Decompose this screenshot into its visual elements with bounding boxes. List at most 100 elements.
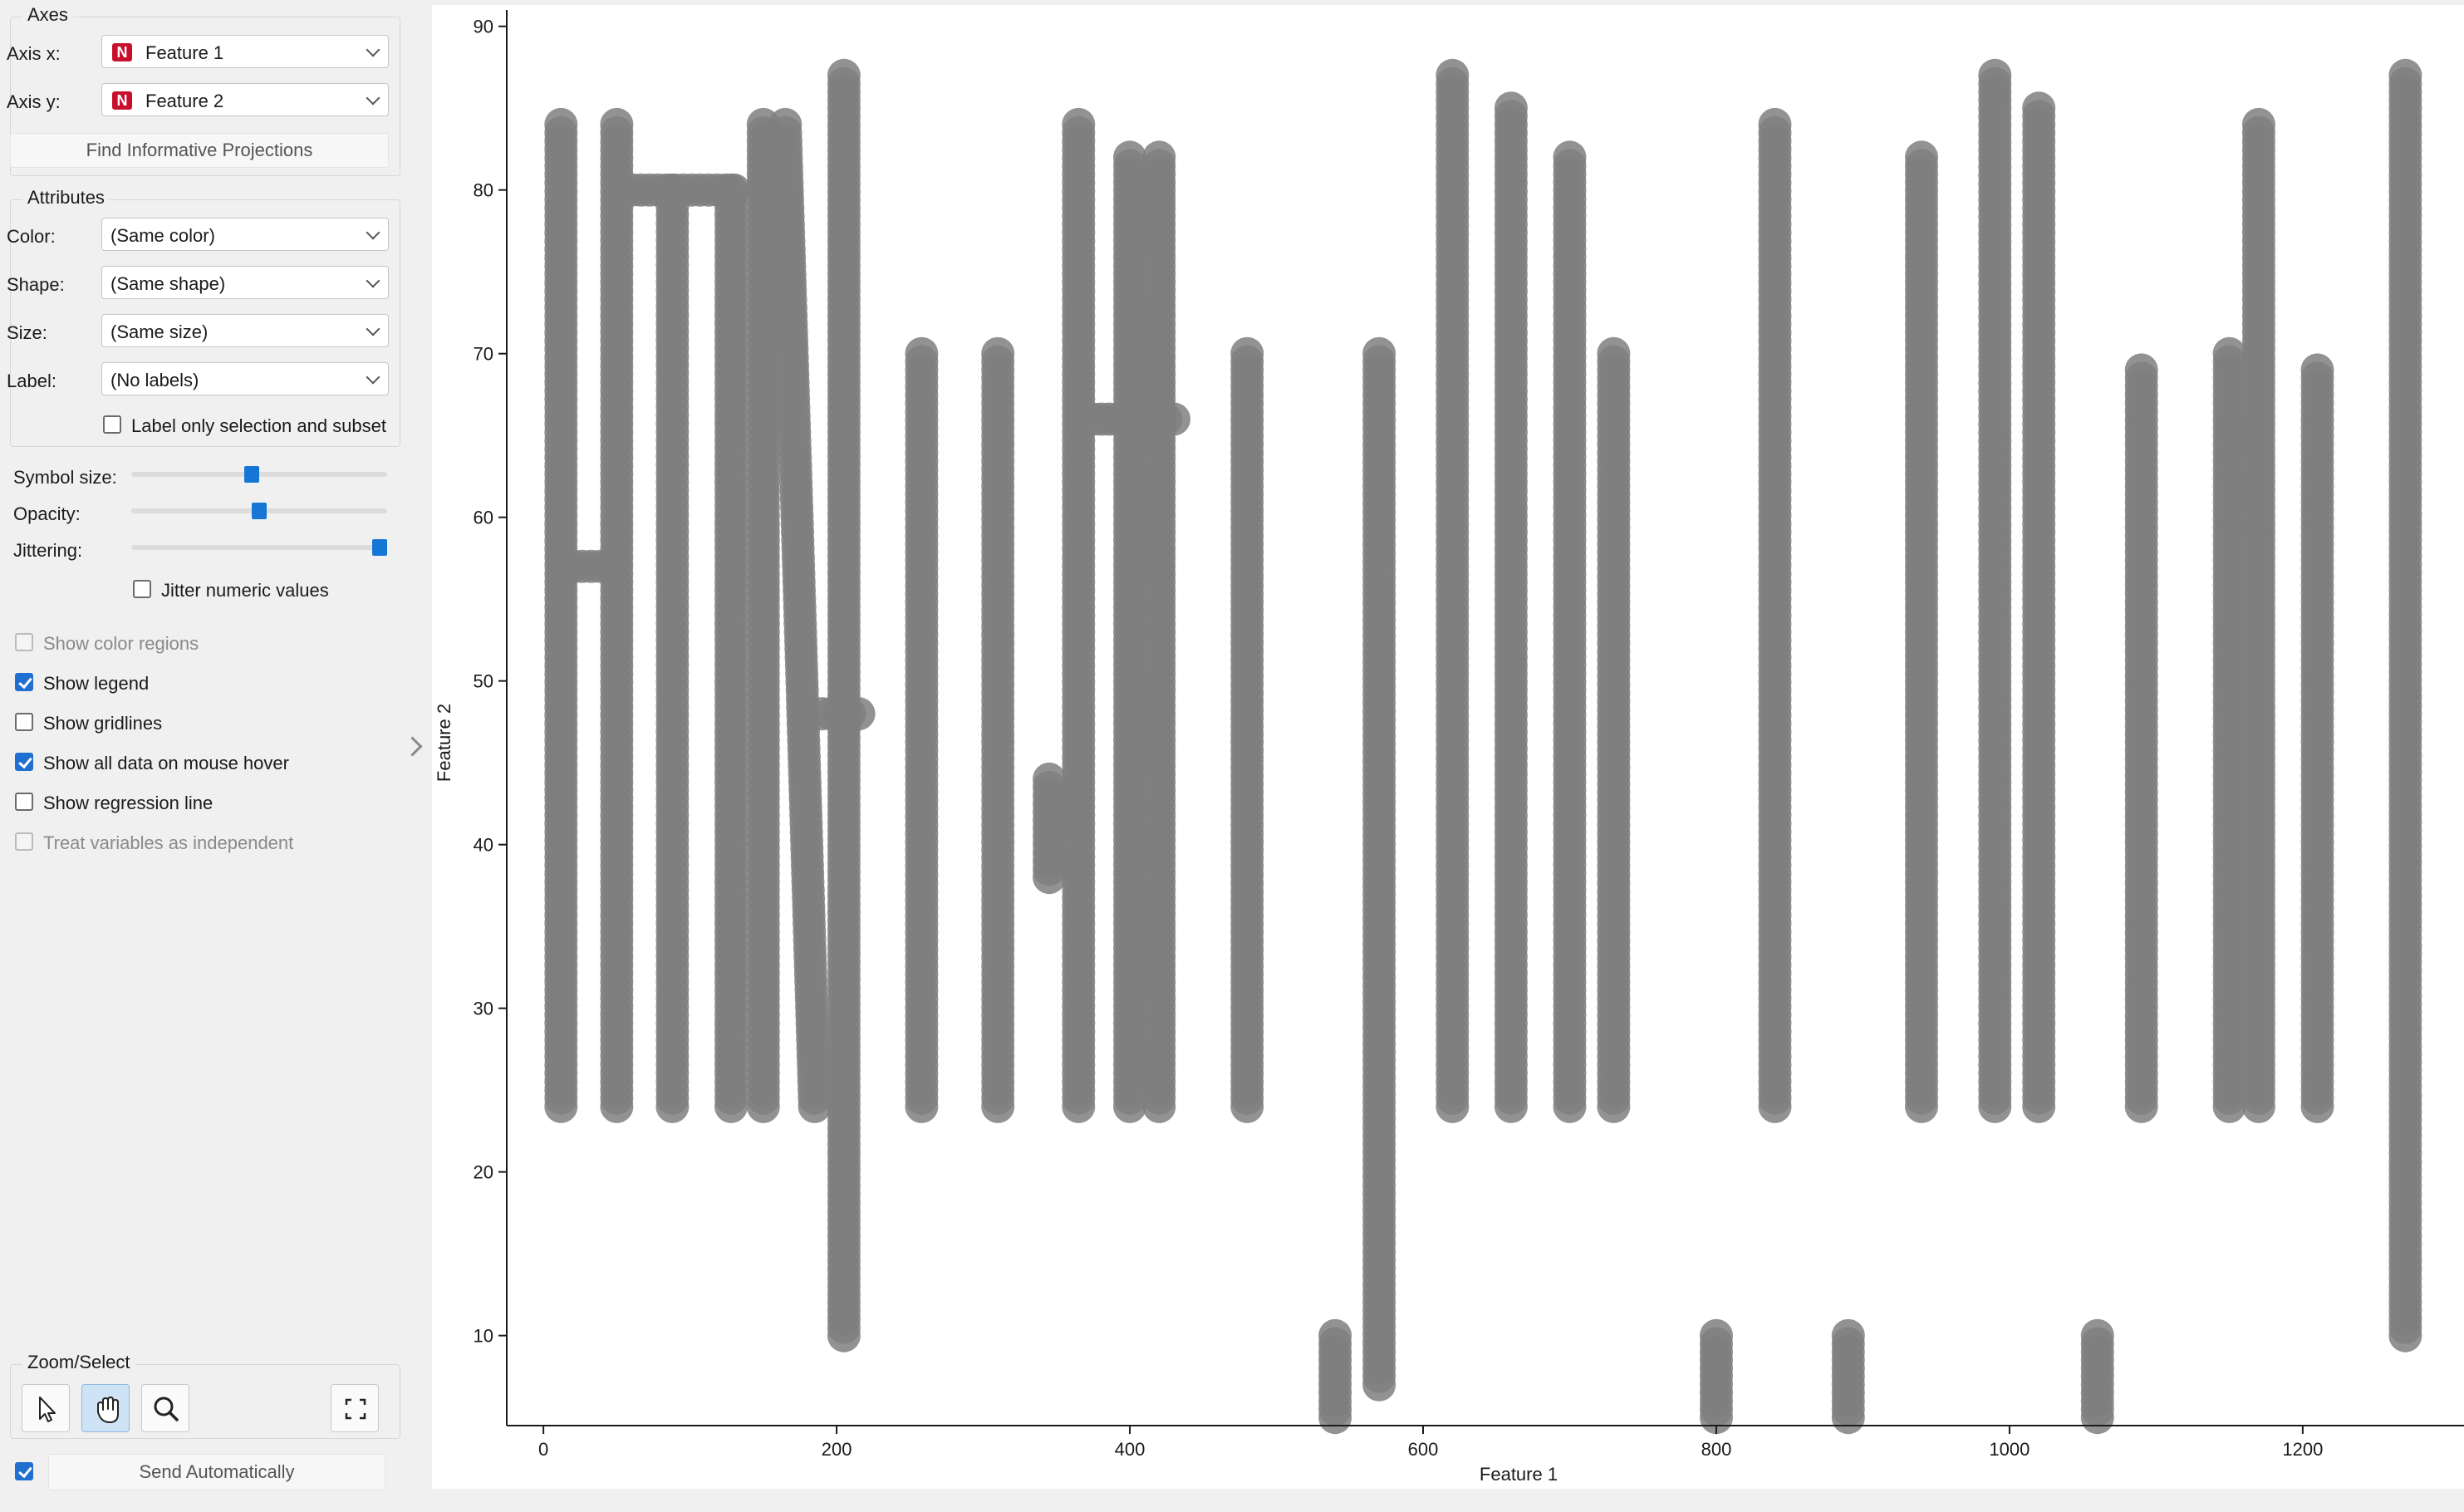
jittering-track[interactable] [131,545,387,550]
axis-y-label: Axis y: [7,91,61,112]
scatter-point [798,1089,832,1123]
y-tick-label: 70 [474,344,493,365]
scatter-point [1230,336,1264,371]
y-tick-label: 10 [474,1326,493,1347]
y-tick-label: 60 [474,508,493,528]
jitter-numeric-label: Jitter numeric values [161,580,329,601]
scatter-point [981,336,1015,371]
scatter-point [827,58,861,92]
color-label: Color: [7,226,56,247]
opacity-slider-handle[interactable] [252,503,267,519]
show-regression-line-label: Show regression line [43,793,214,813]
numeric-variable-icon: N [112,43,132,61]
scatter-plot-area[interactable]: 0 200 400 600 800 1000 1200 10 20 30 40 50 60 70 80 90 F… [432,5,2464,1489]
show-color-regions-checkbox [15,633,33,651]
shape-label: Shape: [7,274,65,295]
chevron-down-icon [366,273,380,288]
color-value: (Same color) [110,225,215,246]
scatter-point [1978,58,2012,92]
pointer-select-tool[interactable] [22,1384,70,1432]
scatter-point [714,173,748,207]
magnifier-icon [154,1397,179,1421]
label-value: (No labels) [110,370,199,390]
y-tick-label: 50 [474,671,493,692]
symbol-size-slider-handle[interactable] [244,466,260,483]
show-color-regions-label: Show color regions [43,633,199,654]
label-only-selection-checkbox[interactable] [103,415,121,434]
scatter-point [544,107,578,141]
scatter-point [600,107,634,141]
scatter-point [1553,140,1587,174]
y-tick-label: 30 [474,999,493,1019]
zoom-select-title: Zoom/Select [22,1352,135,1373]
scatter-point [2388,58,2422,92]
hand-pan-icon [97,1397,119,1423]
jitter-numeric-checkbox[interactable] [133,580,151,598]
x-tick-label: 1200 [2282,1439,2323,1460]
scatter-point [1362,336,1396,371]
jittering-label: Jittering: [13,540,83,561]
cursor-arrow-icon [39,1397,56,1422]
scatter-point [1033,762,1066,796]
size-value: (Same size) [110,322,209,342]
x-tick-label: 600 [1408,1439,1439,1460]
axes-group-title: Axes [22,4,73,26]
pan-tool[interactable] [81,1384,130,1432]
shape-dropdown[interactable]: (Same shape) [101,266,389,299]
chevron-down-icon [366,370,380,385]
send-automatically-checkbox[interactable] [15,1462,33,1480]
show-regression-line-checkbox[interactable] [15,793,33,811]
find-informative-projections-button[interactable]: Find Informative Projections [10,133,389,168]
show-legend-label: Show legend [43,673,150,694]
scatter-point [2124,353,2158,387]
x-tick-label: 200 [822,1439,852,1460]
send-automatically-button[interactable]: Send Automatically [48,1454,385,1490]
scatter-point [1113,140,1146,174]
scatter-point [1700,1318,1733,1352]
axis-y-dropdown[interactable]: N Feature 2 [101,83,389,116]
size-label: Size: [7,322,47,343]
jittering-slider-handle[interactable] [372,539,387,556]
x-tick-label: 800 [1701,1439,1732,1460]
chevron-down-icon [366,322,380,336]
x-tick-label: 1000 [1989,1439,2030,1460]
show-legend-checkbox[interactable] [15,673,33,691]
treat-variables-as-independent-label: Treat variables as independent [43,832,294,853]
control-sidebar: Axes Axis x: N Feature 1 Axis y: N Featu… [0,0,412,1512]
scatter-point [842,697,876,731]
scatter-plot-svg[interactable]: 0 200 400 600 800 1000 1200 10 20 30 40 50 60 70 80 90 F… [432,5,2464,1489]
scatter-point [2300,353,2334,387]
numeric-variable-icon: N [112,91,132,110]
scatter-point [2241,107,2275,141]
scatter-point [1905,140,1938,174]
opacity-label: Opacity: [13,503,81,524]
axis-y-value: Feature 2 [145,91,224,111]
status-bar [0,1500,412,1512]
y-tick-label: 80 [474,180,493,201]
scatter-point [1142,140,1176,174]
symbol-size-label: Symbol size: [13,467,117,488]
size-dropdown[interactable]: (Same size) [101,314,389,347]
zoom-tool[interactable] [141,1384,189,1432]
label-label: Label: [7,371,56,391]
show-all-data-on-mouse-hover-checkbox[interactable] [15,753,33,771]
axis-x-value: Feature 1 [145,42,224,63]
label-only-selection-label: Label only selection and subset [131,415,386,436]
scatter-point [1831,1318,1865,1352]
axis-x-dropdown[interactable]: N Feature 1 [101,35,389,68]
scatter-point [1597,336,1631,371]
fit-screen-icon [345,1398,366,1420]
chevron-down-icon [366,91,380,106]
x-tick-label: 400 [1115,1439,1146,1460]
scatter-point [1062,107,1096,141]
scatter-point [1318,1318,1352,1352]
scatter-point [655,173,690,207]
color-dropdown[interactable]: (Same color) [101,218,389,251]
reset-zoom-button[interactable] [331,1384,379,1432]
y-tick-label: 20 [474,1162,493,1183]
scatter-point [1436,58,1470,92]
label-dropdown[interactable]: (No labels) [101,362,389,395]
show-gridlines-checkbox[interactable] [15,713,33,731]
y-tick-label: 40 [474,835,493,856]
scatter-point [1494,91,1528,125]
